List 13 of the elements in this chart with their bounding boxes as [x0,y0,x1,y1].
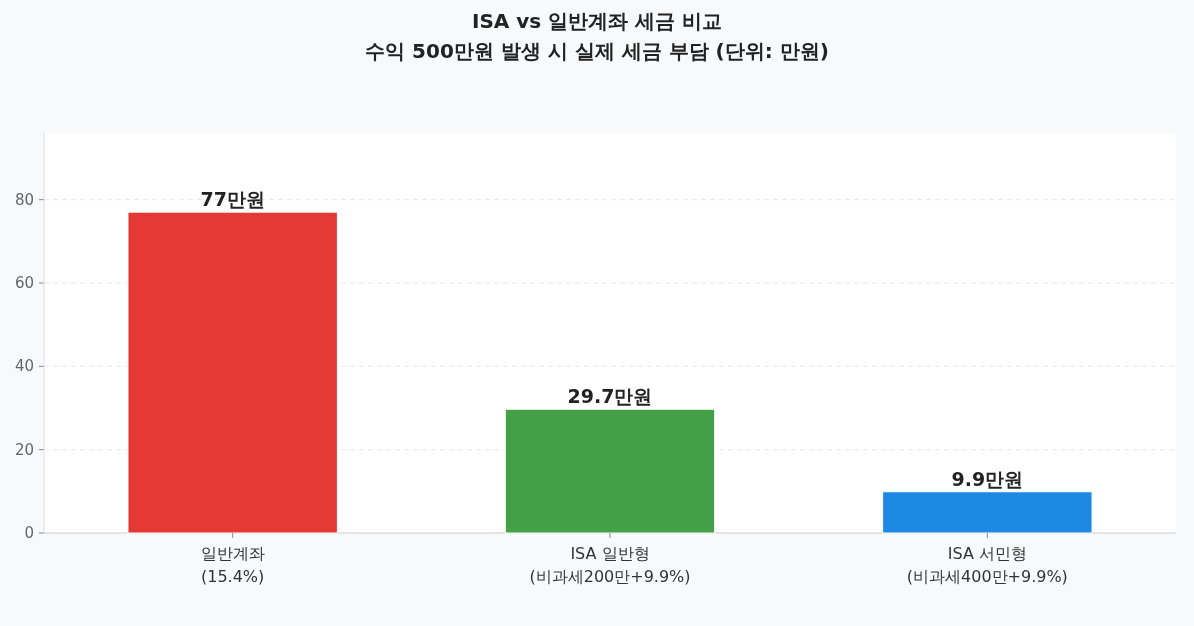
x-tick-label: ISA 서민형 (비과세400만+9.9%) [906,544,1068,586]
y-tick-label: 80 [14,190,34,209]
chart-title: ISA vs 일반계좌 세금 비교 [471,9,723,33]
data-label: 9.9만원 [951,467,1024,490]
data-label: 77만원 [200,188,265,211]
data-label: 29.7만원 [567,385,653,408]
chart-subtitle: 수익 500만원 발생 시 실제 세금 부담 (단위: 만원) [365,39,829,63]
y-tick-label: 20 [14,440,34,459]
y-tick-label: 0 [24,524,34,542]
y-tick-label: 60 [14,274,34,292]
x-tick-label: ISA 일반형 (비과세200만+9.9%) [529,544,691,586]
y-tick-label: 40 [14,357,34,376]
x-tick-label: 일반계좌 (15.4%) [200,544,265,586]
